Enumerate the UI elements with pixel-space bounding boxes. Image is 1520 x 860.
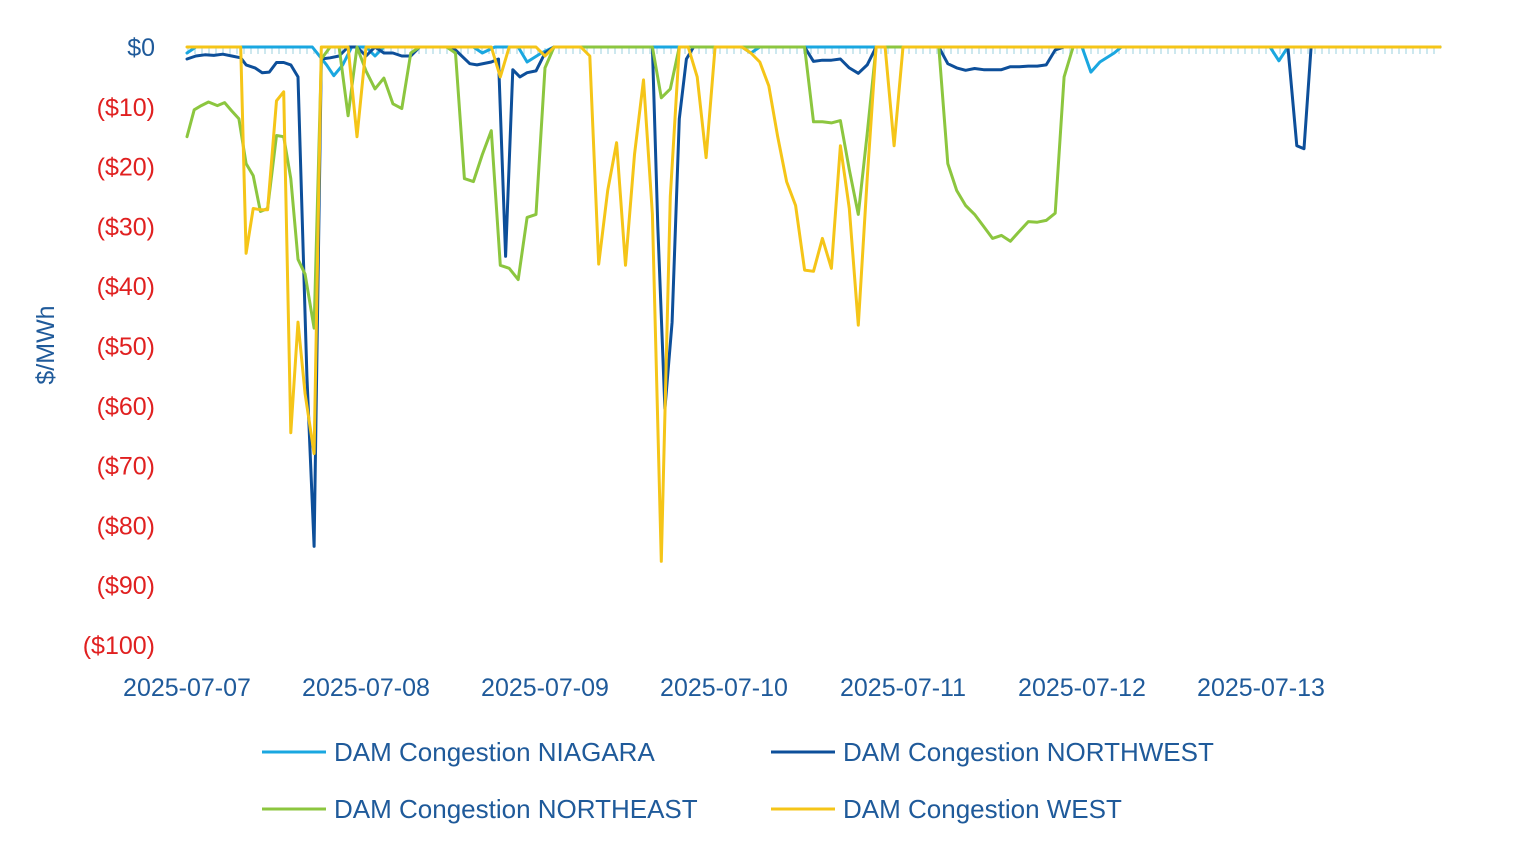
y-tick-label: ($90)	[97, 572, 155, 600]
y-tick-label: ($50)	[97, 333, 155, 361]
series-line-west	[185, 45, 1442, 563]
plot-area	[185, 45, 1442, 563]
y-tick-label: ($30)	[97, 213, 155, 241]
y-axis-title: $/MWh	[32, 305, 60, 384]
x-tick-label: 2025-07-08	[302, 674, 430, 702]
legend-item: DAM Congestion NIAGARA	[262, 737, 655, 767]
legend-label: DAM Congestion WEST	[843, 794, 1122, 824]
y-tick-label: ($70)	[97, 453, 155, 481]
series-line-northwest	[185, 45, 1442, 548]
y-tick-label: $0	[127, 34, 155, 62]
legend-label: DAM Congestion NORTHEAST	[334, 794, 698, 824]
y-tick-label: ($40)	[97, 273, 155, 301]
legend-label: DAM Congestion NIAGARA	[334, 737, 655, 767]
x-tick-label: 2025-07-13	[1197, 674, 1325, 702]
series-line-northeast	[185, 45, 1442, 330]
y-tick-label: ($60)	[97, 393, 155, 421]
legend: DAM Congestion NIAGARA DAM Congestion NOR…	[262, 737, 1214, 824]
legend-item: DAM Congestion NORTHEAST	[262, 794, 698, 824]
y-axis: $0 ($10) ($20) ($30) ($40) ($50) ($60) ($70) ($8…	[83, 34, 155, 660]
x-tick-label: 2025-07-11	[840, 674, 966, 702]
x-tick-label: 2025-07-10	[660, 674, 788, 702]
y-tick-label: ($100)	[83, 632, 155, 660]
y-tick-label: ($80)	[97, 512, 155, 540]
x-tick-label: 2025-07-09	[481, 674, 609, 702]
legend-item: DAM Congestion NORTHWEST	[771, 737, 1214, 767]
legend-item: DAM Congestion WEST	[771, 794, 1122, 824]
y-tick-label: ($10)	[97, 94, 155, 122]
x-axis: 2025-07-07 2025-07-08 2025-07-09 2025-07-10…	[123, 674, 1325, 702]
x-tick-label: 2025-07-12	[1018, 674, 1146, 702]
y-tick-label: ($20)	[97, 154, 155, 182]
x-tick-label: 2025-07-07	[123, 674, 251, 702]
legend-label: DAM Congestion NORTHWEST	[843, 737, 1214, 767]
